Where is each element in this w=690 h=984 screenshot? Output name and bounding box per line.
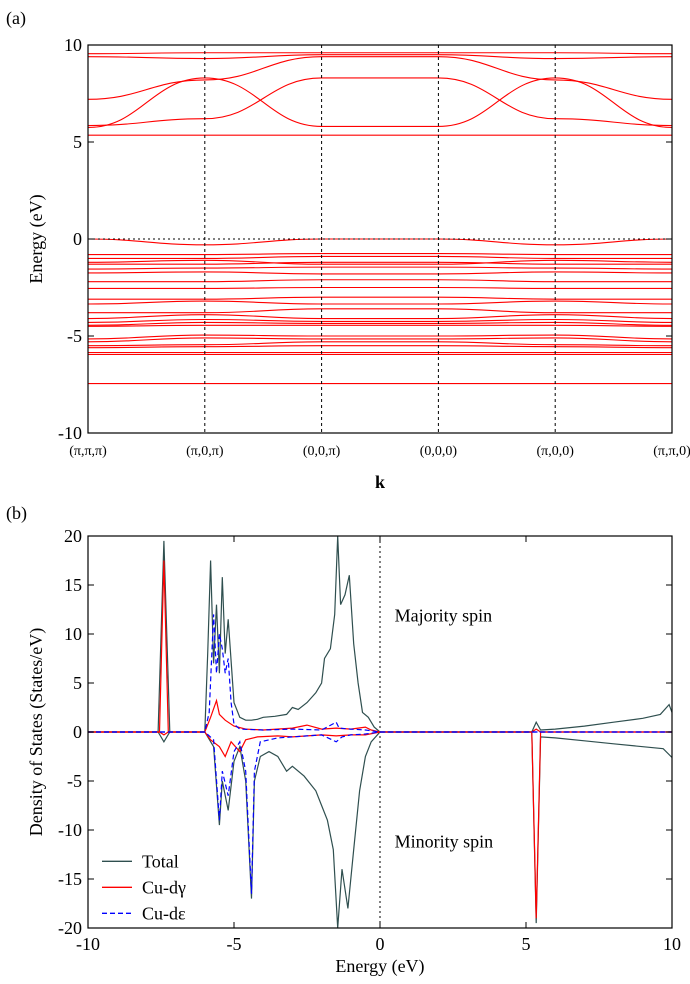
band-line	[88, 279, 672, 283]
dos-y-tick-label: 10	[64, 624, 82, 644]
dos-line-total-majority	[88, 535, 673, 733]
dos-line-cu-d--minority	[88, 731, 672, 894]
band-lines	[87, 52, 673, 385]
dos-x-tick-label: -10	[76, 934, 100, 954]
kpoint-tick-label: (0,0,π)	[303, 444, 341, 459]
dos-energy-axis-label: Energy (eV)	[335, 956, 424, 977]
band-line	[88, 296, 672, 300]
dos-x-tick-label: -5	[227, 934, 242, 954]
band-line	[87, 238, 673, 246]
band-line	[87, 252, 672, 256]
band-line	[87, 54, 673, 60]
dos-y-tick-label: -5	[67, 771, 82, 791]
band-line	[88, 255, 672, 259]
kpoint-axis-ticks: (π,π,π) (π,0,π) (0,0,π) (0,0,0) (π,0,0) (π,π,…	[69, 444, 690, 459]
band-line	[87, 324, 673, 327]
band-line	[87, 318, 673, 323]
energy-tick-label: 0	[73, 229, 82, 249]
band-line	[87, 271, 673, 275]
energy-axis-label: Energy (eV)	[26, 194, 47, 283]
band-line	[87, 56, 673, 100]
dos-y-tick-label: 5	[73, 673, 82, 693]
dos-x-tick-label: 10	[663, 934, 681, 954]
band-line	[87, 259, 673, 265]
panel-b-label: (b)	[6, 503, 27, 524]
energy-axis-ticks: -10 -5 0 5 10	[58, 35, 672, 443]
band-line	[88, 286, 672, 290]
dos-y-tick-label: -20	[58, 918, 82, 938]
energy-tick-label: 10	[64, 35, 82, 55]
kpoint-tick-label: (π,0,0)	[536, 444, 574, 459]
legend-label: Total	[142, 851, 179, 871]
majority-spin-annotation: Majority spin	[395, 605, 493, 625]
band-line	[87, 341, 673, 347]
dos-x-ticks: -10 -5 0 5 10	[76, 536, 681, 954]
kpoint-tick-label: (0,0,0)	[420, 444, 458, 459]
legend-label: Cu-dε	[142, 903, 186, 923]
dos-legend: Total Cu-dγ Cu-dε	[102, 851, 186, 923]
dos-x-tick-label: 0	[376, 934, 385, 954]
energy-tick-label: -10	[58, 423, 82, 443]
kpoint-tick-label: (π,π,0)	[653, 444, 690, 459]
kpoint-gridlines	[88, 45, 672, 433]
band-structure-frame	[87, 44, 673, 434]
band-line	[87, 337, 673, 343]
band-line	[87, 77, 673, 127]
band-line	[87, 266, 673, 270]
dos-y-tick-label: 20	[64, 526, 82, 546]
band-structure-panel: (a) -10 -5 0 5 10 (π,π,π) (π,0,π) (0,0,π) (0,0,…	[6, 8, 690, 492]
dos-y-ticks: -20 -15 -10 -5 0 5 10 15 20	[58, 526, 672, 938]
legend-label: Cu-dγ	[142, 877, 186, 897]
band-line	[87, 334, 673, 340]
minority-spin-annotation: Minority spin	[395, 832, 494, 852]
kpoint-tick-label: (π,0,π)	[186, 444, 224, 459]
kpoint-tick-label: (π,π,π)	[69, 444, 107, 459]
band-line	[88, 261, 672, 265]
dos-series	[88, 535, 673, 929]
dos-panel: (b) -20 -15 -10 -5 0 5 10 15 20 -10 -5 0 5 10 Densit…	[6, 503, 681, 977]
band-line	[87, 321, 673, 326]
energy-tick-label: -5	[67, 326, 82, 346]
dos-frame	[87, 535, 673, 929]
energy-tick-label: 5	[73, 132, 82, 152]
band-line	[87, 300, 673, 305]
band-line	[87, 314, 673, 320]
dos-y-tick-label: -15	[58, 869, 82, 889]
band-line	[88, 308, 672, 314]
dos-y-tick-label: -10	[58, 820, 82, 840]
dos-axis-label: Density of States (States/eV)	[26, 628, 47, 836]
band-line	[87, 345, 673, 349]
band-line	[87, 52, 673, 55]
dos-y-tick-label: 15	[64, 575, 82, 595]
dos-x-tick-label: 5	[522, 934, 531, 954]
dos-y-tick-label: 0	[73, 722, 82, 742]
panel-a-label: (a)	[6, 8, 26, 29]
k-axis-label: k	[375, 472, 385, 492]
